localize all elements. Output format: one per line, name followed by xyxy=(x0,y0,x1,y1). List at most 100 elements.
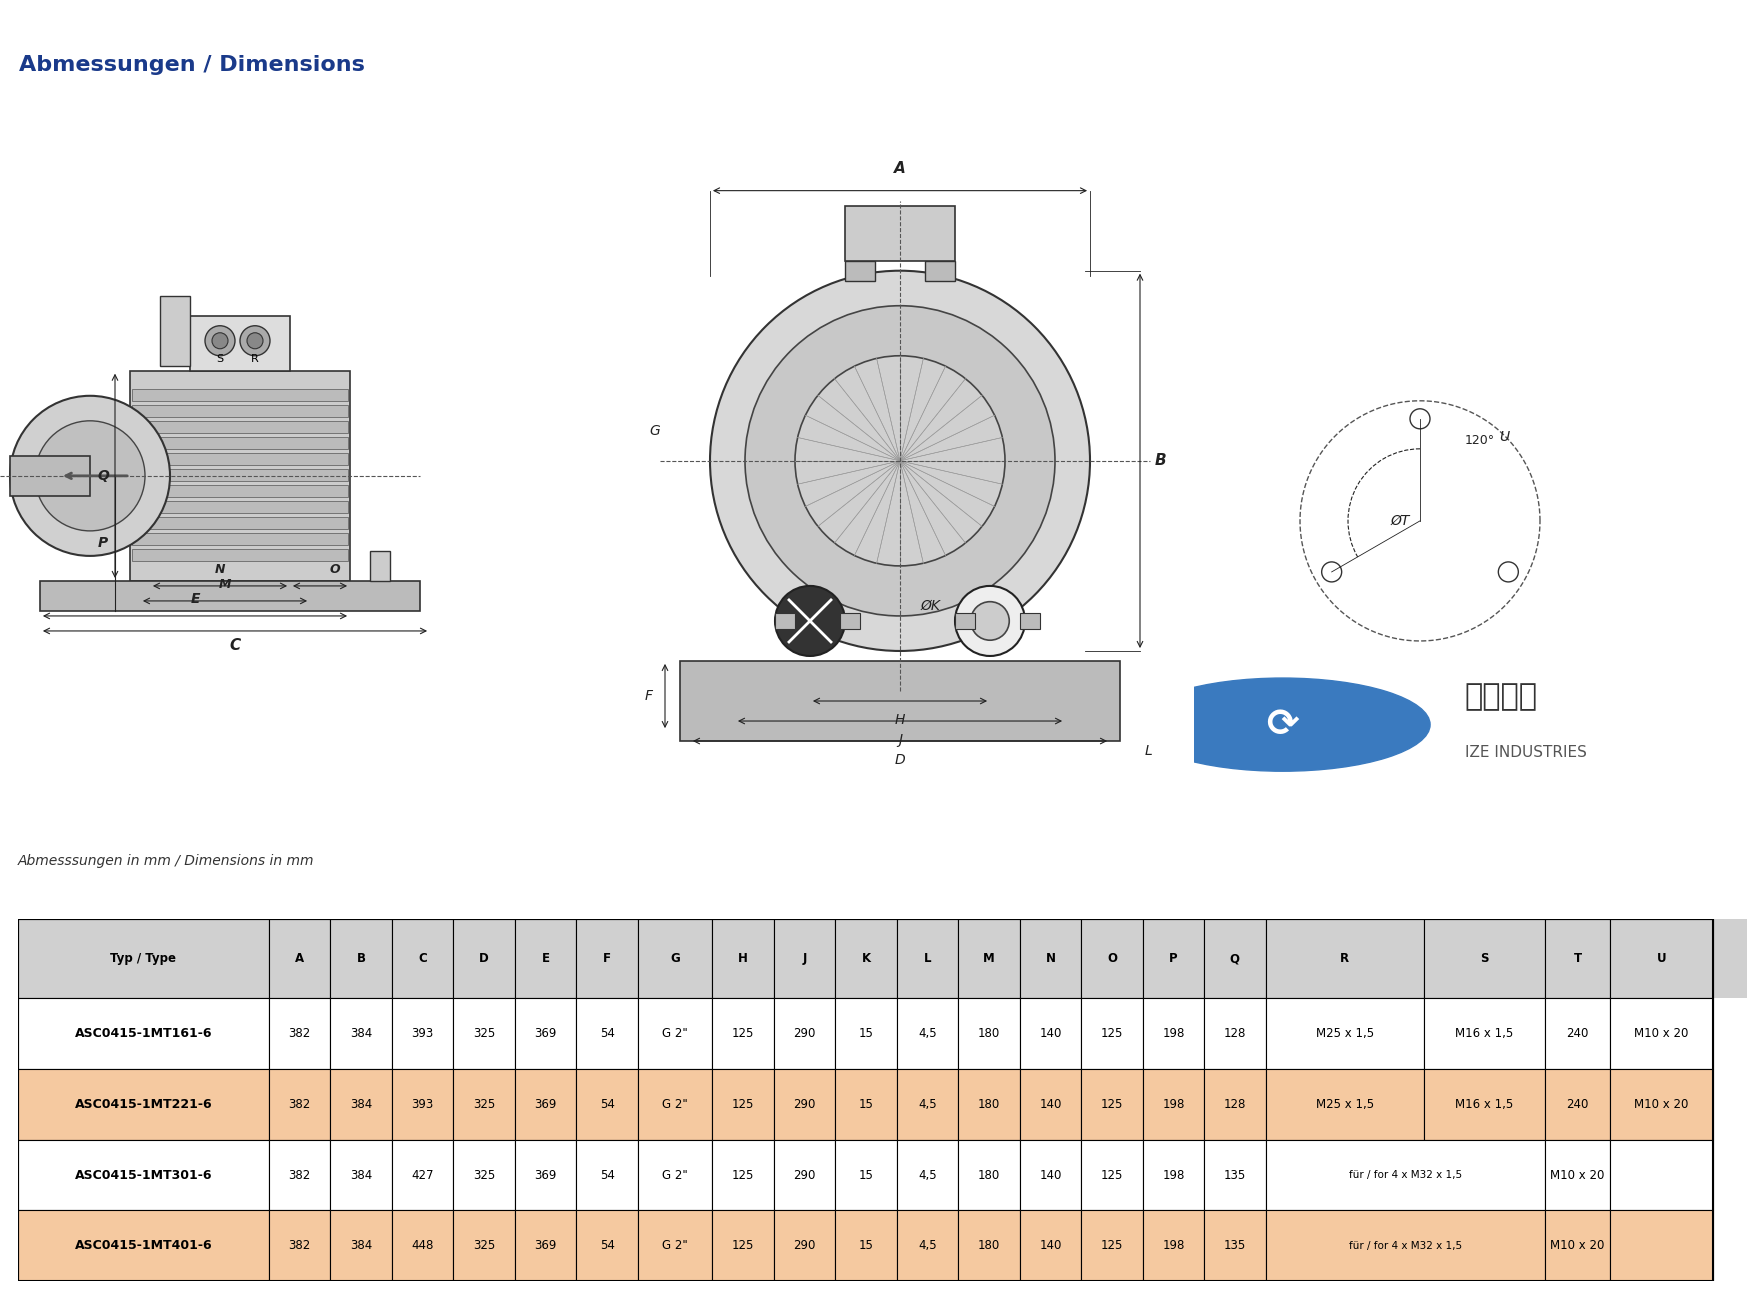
Bar xyxy=(1609,999,1711,1069)
Text: F: F xyxy=(644,688,653,703)
Text: D: D xyxy=(479,952,488,965)
Bar xyxy=(132,468,347,481)
Text: 325: 325 xyxy=(472,1240,495,1253)
Bar xyxy=(269,1140,330,1210)
Text: 140: 140 xyxy=(1039,1240,1062,1253)
Bar xyxy=(1020,1210,1081,1281)
Bar xyxy=(958,1069,1020,1140)
Text: ASC0415-1MT401-6: ASC0415-1MT401-6 xyxy=(74,1240,212,1253)
Text: N: N xyxy=(214,563,225,576)
Bar xyxy=(576,1210,637,1281)
Text: M: M xyxy=(219,578,232,591)
Text: 125: 125 xyxy=(732,1240,755,1253)
Bar xyxy=(514,1069,576,1140)
Text: 愛澤工業: 愛澤工業 xyxy=(1464,682,1537,712)
Text: 128: 128 xyxy=(1223,1097,1246,1112)
Text: 125: 125 xyxy=(1100,1240,1123,1253)
Text: L: L xyxy=(923,952,930,965)
Text: 180: 180 xyxy=(978,1027,1000,1040)
Bar xyxy=(132,453,347,465)
Bar xyxy=(18,999,1711,1069)
Bar xyxy=(18,999,269,1069)
Circle shape xyxy=(795,356,1004,565)
Bar xyxy=(40,581,419,611)
Text: 15: 15 xyxy=(858,1097,872,1112)
Bar xyxy=(576,1140,637,1210)
Bar xyxy=(576,1069,637,1140)
Bar xyxy=(391,1140,453,1210)
Bar xyxy=(330,999,391,1069)
Text: Typ / Type: Typ / Type xyxy=(111,952,176,965)
Text: J: J xyxy=(897,732,902,747)
Text: 290: 290 xyxy=(793,1240,816,1253)
Bar xyxy=(576,919,637,999)
Text: Abmesssungen in mm / Dimensions in mm: Abmesssungen in mm / Dimensions in mm xyxy=(18,854,314,867)
Bar xyxy=(18,919,1746,999)
Bar xyxy=(835,919,897,999)
Text: für / for 4 x M32 x 1,5: für / for 4 x M32 x 1,5 xyxy=(1348,1170,1460,1180)
Text: K: K xyxy=(862,952,870,965)
Circle shape xyxy=(205,326,235,356)
Bar xyxy=(713,1069,774,1140)
Bar xyxy=(1081,1069,1143,1140)
Text: 4,5: 4,5 xyxy=(918,1097,935,1112)
Bar xyxy=(637,1069,713,1140)
Bar xyxy=(1544,919,1609,999)
Text: H: H xyxy=(895,713,904,727)
Text: M25 x 1,5: M25 x 1,5 xyxy=(1314,1027,1372,1040)
Bar xyxy=(958,1210,1020,1281)
Text: C: C xyxy=(418,952,426,965)
Bar xyxy=(18,1140,269,1210)
Bar xyxy=(1143,999,1204,1069)
Bar xyxy=(18,1069,1711,1140)
Text: E: E xyxy=(190,591,200,606)
Text: C: C xyxy=(230,638,240,653)
Text: O: O xyxy=(1106,952,1116,965)
Bar xyxy=(835,1069,897,1140)
Bar xyxy=(391,919,453,999)
Bar xyxy=(835,1210,897,1281)
Text: Q: Q xyxy=(97,468,109,483)
Bar xyxy=(1081,1140,1143,1210)
Text: F: F xyxy=(602,952,611,965)
Text: 54: 54 xyxy=(598,1240,614,1253)
Text: M10 x 20: M10 x 20 xyxy=(1550,1168,1604,1181)
Bar xyxy=(897,1210,958,1281)
Bar xyxy=(330,1210,391,1281)
Bar xyxy=(1265,919,1423,999)
Bar xyxy=(11,455,90,496)
Text: 125: 125 xyxy=(732,1168,755,1181)
Circle shape xyxy=(11,396,170,556)
Text: G: G xyxy=(649,424,660,437)
Text: 290: 290 xyxy=(793,1168,816,1181)
Text: O: O xyxy=(330,563,340,576)
Bar xyxy=(1544,1069,1609,1140)
Bar xyxy=(835,1140,897,1210)
Text: 125: 125 xyxy=(732,1097,755,1112)
Text: ASC0415-1MT161-6: ASC0415-1MT161-6 xyxy=(74,1027,212,1040)
Text: 54: 54 xyxy=(598,1168,614,1181)
Bar xyxy=(844,206,955,260)
Bar xyxy=(637,1210,713,1281)
Text: 382: 382 xyxy=(288,1240,311,1253)
Bar xyxy=(18,1210,269,1281)
Text: 369: 369 xyxy=(534,1097,556,1112)
Bar xyxy=(453,999,514,1069)
Text: 4,5: 4,5 xyxy=(918,1240,935,1253)
Bar xyxy=(132,405,347,417)
Bar xyxy=(1544,1210,1609,1281)
Bar xyxy=(1265,1140,1544,1210)
Bar xyxy=(391,999,453,1069)
Circle shape xyxy=(240,326,270,356)
Bar xyxy=(897,919,958,999)
Text: E: E xyxy=(541,952,549,965)
Bar xyxy=(637,1140,713,1210)
Bar xyxy=(132,549,347,560)
Bar xyxy=(330,1140,391,1210)
Bar xyxy=(132,485,347,497)
Circle shape xyxy=(1134,678,1429,771)
Text: J: J xyxy=(802,952,806,965)
Text: M25 x 1,5: M25 x 1,5 xyxy=(1314,1097,1372,1112)
Bar xyxy=(835,999,897,1069)
Text: U: U xyxy=(1499,430,1508,444)
